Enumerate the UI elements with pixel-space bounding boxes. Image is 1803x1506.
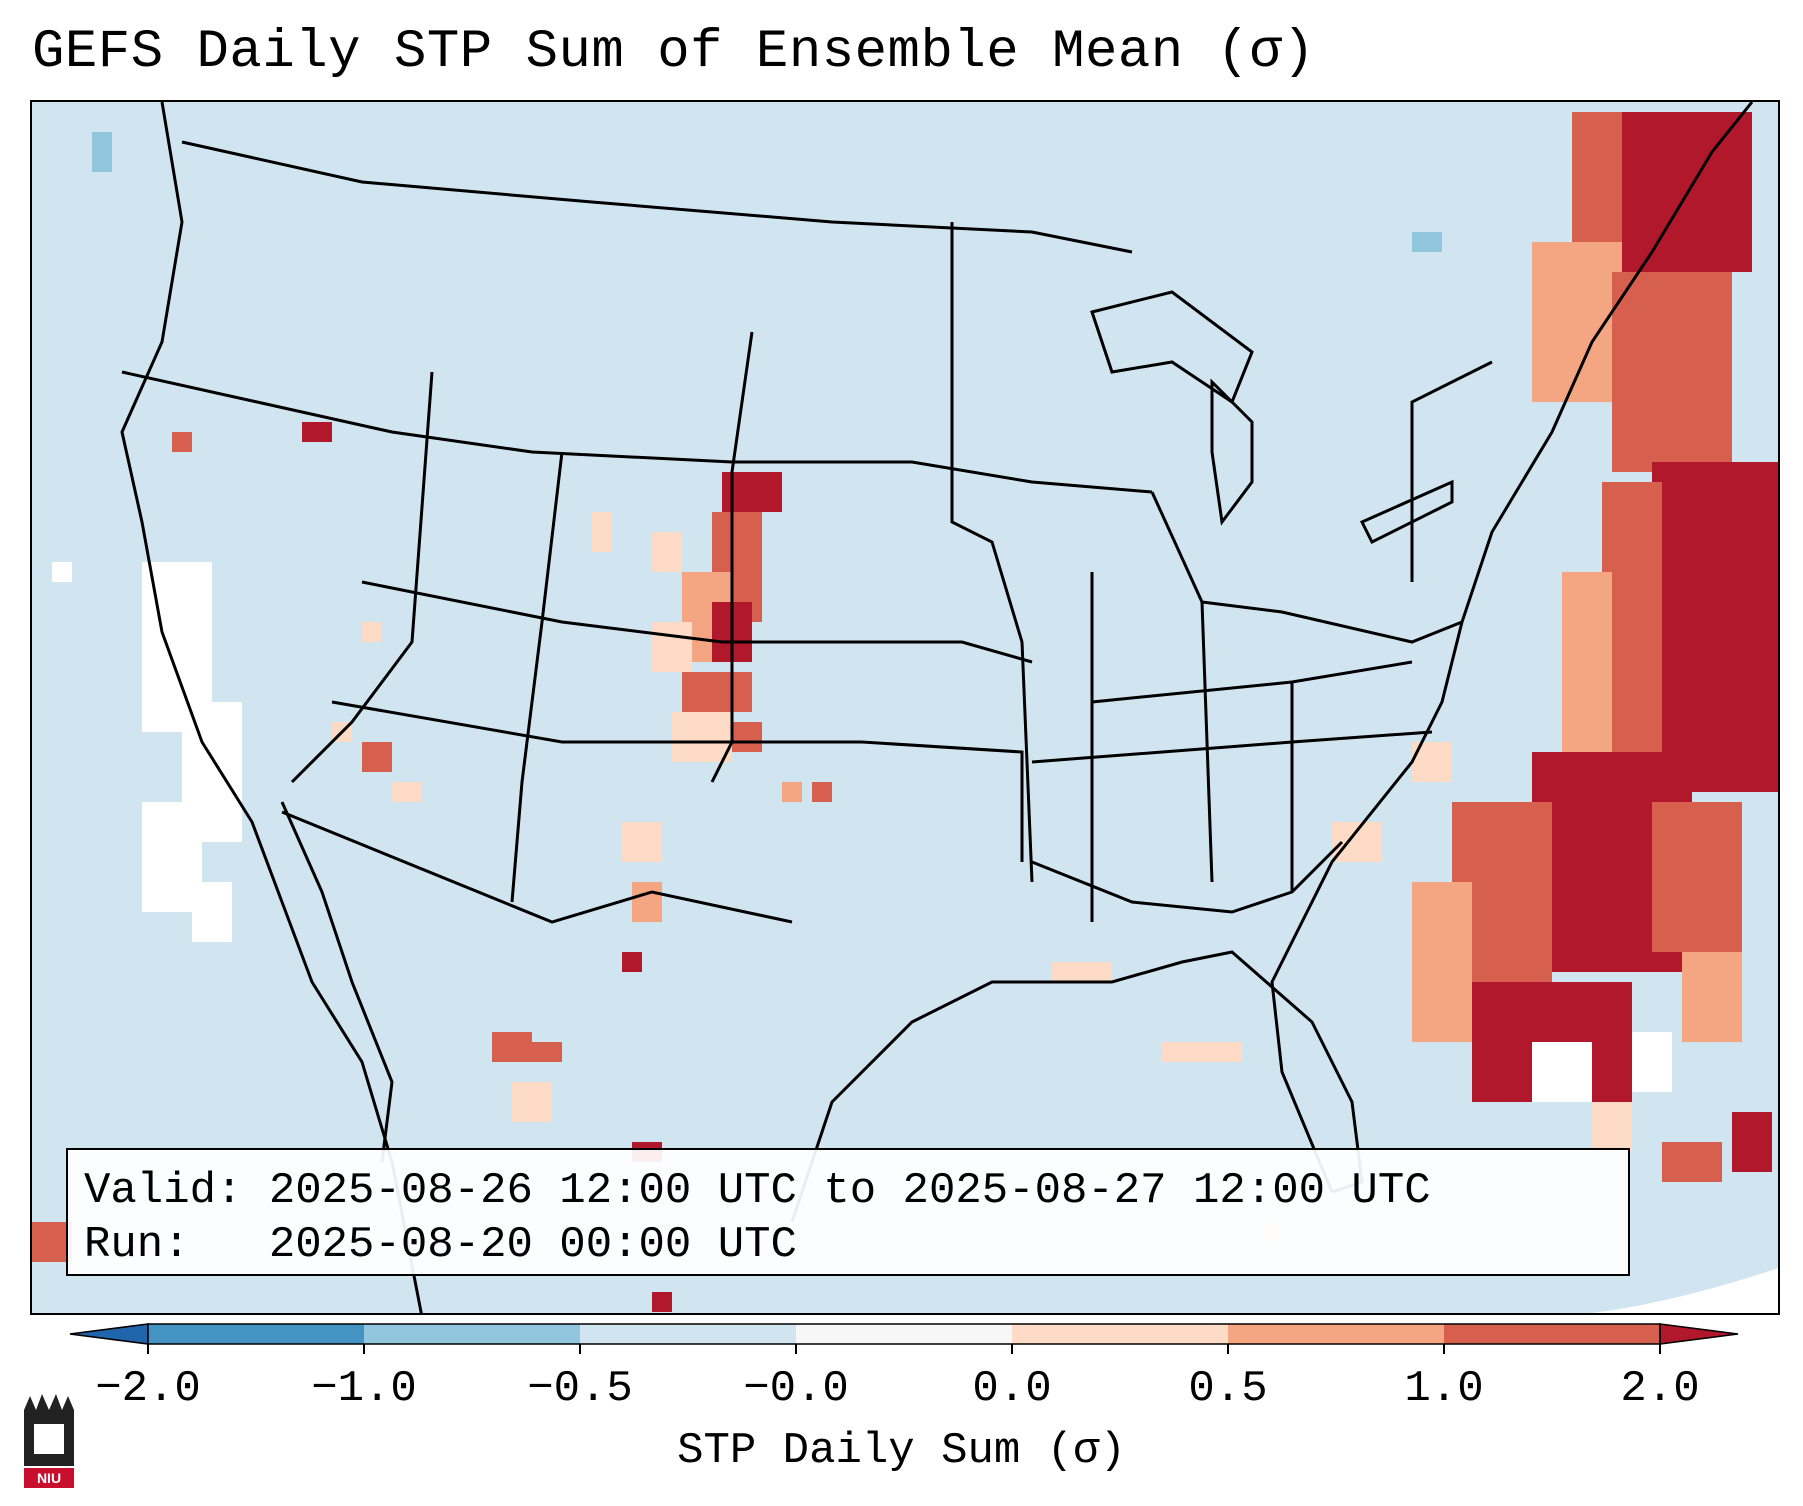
colorbar-bin (580, 1324, 796, 1344)
map-panel[interactable] (30, 100, 1780, 1315)
projection-domain (32, 102, 1778, 1313)
colorbar-tick-label: 2.0 (1620, 1364, 1700, 1414)
colorbar-over-arrow (1659, 1323, 1739, 1345)
run-label: Run: (84, 1220, 190, 1270)
niu-logo: NIU (24, 1394, 74, 1488)
valid-info-box: Valid: 2025-08-26 12:00 UTC to 2025-08-2… (66, 1148, 1630, 1276)
colorbar-outline (147, 1323, 1661, 1345)
colorbar-tick-label: 0.0 (972, 1364, 1052, 1414)
colorbar-bin (364, 1324, 580, 1344)
colorbar-bin (1444, 1324, 1660, 1344)
colorbar-title: STP Daily Sum (σ) (677, 1426, 1126, 1476)
outside-domain (1592, 1268, 1778, 1313)
run-line: Run: 2025-08-20 00:00 UTC (84, 1218, 1612, 1272)
run-value: 2025-08-20 00:00 UTC (268, 1220, 797, 1270)
colorbar-bin (1228, 1324, 1444, 1344)
colorbar-tick-label: 0.5 (1188, 1364, 1268, 1414)
colorbar-tick-label: −0.0 (743, 1364, 849, 1414)
colorbar-bin (1012, 1324, 1228, 1344)
colorbar-bin (148, 1324, 364, 1344)
colorbar-bin (796, 1324, 1012, 1344)
map-title: GEFS Daily STP Sum of Ensemble Mean (σ) (32, 22, 1316, 83)
colorbar (69, 1323, 1739, 1354)
valid-line: Valid: 2025-08-26 12:00 UTC to 2025-08-2… (84, 1164, 1612, 1218)
colorbar-tick-label: −1.0 (311, 1364, 417, 1414)
map-canvas (32, 102, 1778, 1313)
logo-text: NIU (37, 1470, 61, 1486)
colorbar-tick-label: −2.0 (95, 1364, 201, 1414)
colorbar-tick-label: −0.5 (527, 1364, 633, 1414)
valid-value: 2025-08-26 12:00 UTC to 2025-08-27 12:00… (268, 1166, 1431, 1216)
anomaly-cells (32, 112, 1778, 1312)
colorbar-under-arrow (69, 1323, 149, 1345)
colorbar-tick-label: 1.0 (1404, 1364, 1484, 1414)
boundaries (120, 102, 1754, 1313)
valid-label: Valid: (84, 1166, 243, 1216)
